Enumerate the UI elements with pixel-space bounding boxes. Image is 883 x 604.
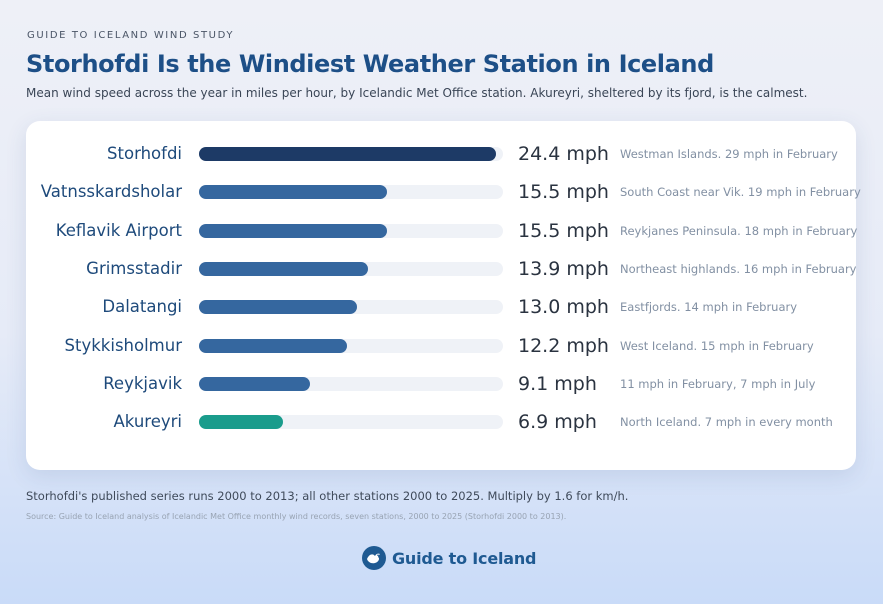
bar-row: Keflavik Airport 15.5 mph Reykjanes Penins… [26,219,858,243]
chart-title: Storhofdi Is the Windiest Weather Statio… [26,50,714,78]
bar-track [199,261,503,276]
station-label: Stykkisholmur [64,335,182,355]
bar [199,223,388,238]
value-label: 12.2 mph [518,334,609,357]
bar [199,300,358,315]
bar [199,376,310,391]
station-note: South Coast near Vik. 19 mph in February [620,185,861,200]
station-note: West Iceland. 15 mph in February [620,338,814,353]
station-label: Reykjavik [103,373,182,393]
bar-track [199,338,503,353]
source-note: Source: Guide to Iceland analysis of Ice… [26,512,567,521]
bird-logo-icon [362,546,386,570]
station-note: Eastfjords. 14 mph in February [620,300,798,315]
bar [199,147,496,161]
bar-track [199,300,503,315]
station-label: Dalatangi [102,297,182,317]
chart-subtitle: Mean wind speed across the year in miles… [26,86,808,100]
brand-logo[interactable]: Guide to Iceland [362,545,537,571]
bar-row: Akureyri 6.9 mph North Iceland. 7 mph in e… [26,410,856,434]
bar-track [199,376,503,391]
bar-row: Stykkisholmur 12.2 mph West Iceland. 15 mp… [26,334,856,358]
station-note: Westman Islands. 29 mph in February [620,147,838,161]
station-note: North Iceland. 7 mph in every month [620,415,833,430]
value-label: 13.0 mph [518,296,609,319]
station-label: Keflavik Airport [55,220,182,240]
bar-track [199,147,503,161]
chart-card: Storhofdi 24.4 mph Westman Islands. 29 mph… [26,121,861,470]
bar-row: Vatnsskardsholar 15.5 mph South Coast near… [26,180,861,204]
value-label: 15.5 mph [518,181,609,204]
bar [199,261,369,276]
bar-track [199,185,503,200]
bar-row: Reykjavik 9.1 mph 11 mph in February, 7 mp… [26,372,856,396]
bar [199,338,348,353]
bar-track [199,223,503,238]
bar-track [199,415,503,430]
value-label: 9.1 mph [518,372,597,395]
station-label: Grimsstadir [86,258,182,278]
station-label: Vatnsskardsholar [40,182,182,202]
bar [199,185,388,200]
bar-row: Dalatangi 13.0 mph Eastfjords. 14 mph in F… [26,295,856,319]
footnote: Storhofdi's published series runs 2000 t… [26,489,629,503]
value-label: 6.9 mph [518,411,597,434]
value-label: 15.5 mph [518,219,609,242]
bar-row: Grimsstadir 13.9 mph Northeast highlands. … [26,257,856,281]
bar [199,415,283,430]
station-note: 11 mph in February, 7 mph in July [620,376,816,391]
bar-row: Storhofdi 24.4 mph Westman Islands. 29 mph… [26,142,856,166]
value-label: 13.9 mph [518,257,609,280]
station-label: Storhofdi [107,144,182,163]
station-label: Akureyri [113,412,183,432]
kicker: GUIDE TO ICELAND WIND STUDY [27,30,235,41]
value-label: 24.4 mph [518,143,609,165]
station-note: Reykjanes Peninsula. 18 mph in February [620,223,858,238]
station-note: Northeast highlands. 16 mph in February [620,261,857,276]
brand-name: Guide to Iceland [392,548,537,568]
